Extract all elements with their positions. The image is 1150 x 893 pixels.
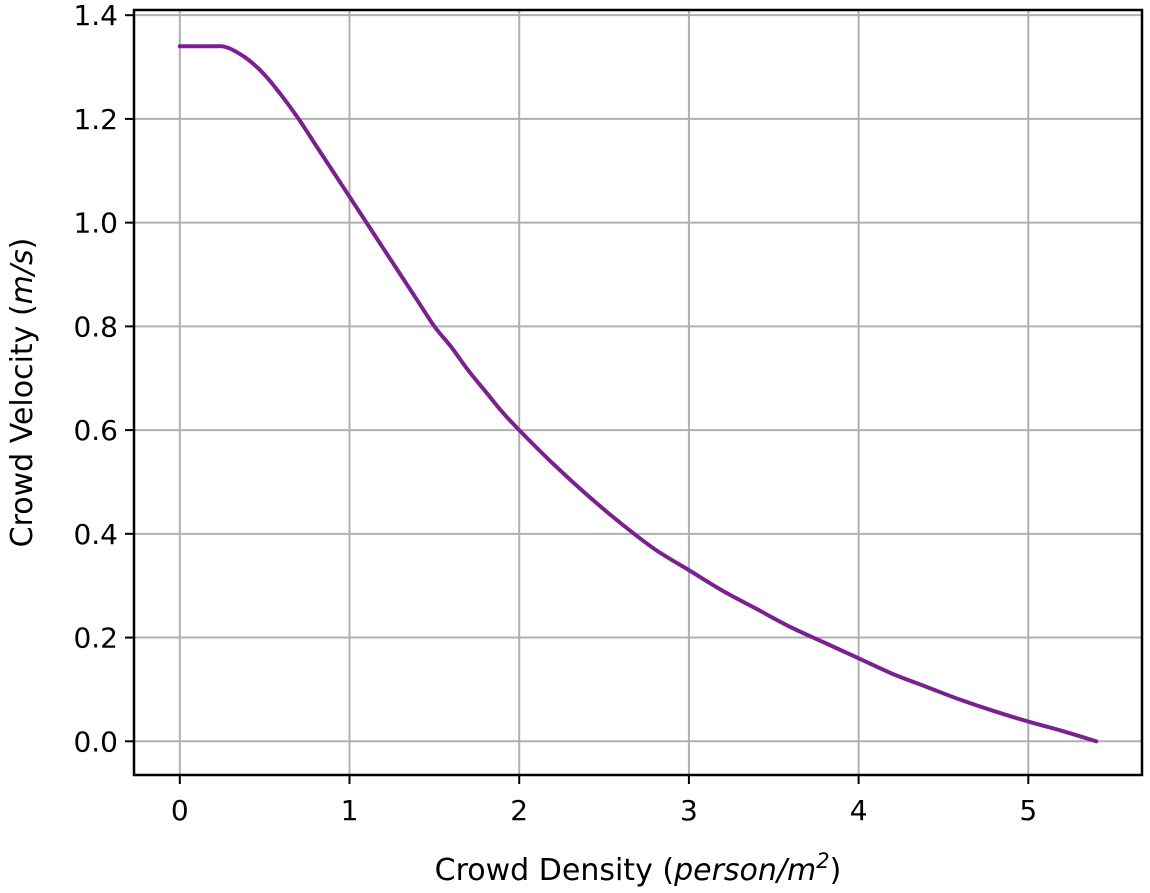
y-tick-label-1: 0.2: [73, 622, 118, 655]
plot-frame: [132, 8, 1144, 777]
x-tick-label-5: 5: [1019, 794, 1037, 827]
x-tick-label-0: 0: [171, 794, 189, 827]
x-axis-label-unit: person/m: [673, 853, 816, 888]
x-axis-label-suffix: ): [830, 853, 842, 888]
x-tick-label-2: 2: [510, 794, 528, 827]
x-axis-label: Crowd Density (person/m2): [435, 849, 842, 888]
axis-ticks: [125, 14, 1030, 784]
y-axis-label-unit: m/s: [5, 249, 40, 304]
y-tick-label-7: 1.4: [73, 0, 118, 32]
y-tick-label-5: 1.0: [73, 207, 118, 240]
tick-labels: 0 1 2 3 4 5 0.0 0.2 0.4 0.6 0.8 1.0 1.2 1.4: [73, 0, 1037, 827]
y-tick-label-4: 0.8: [73, 310, 118, 343]
y-tick-label-2: 0.4: [73, 518, 118, 551]
x-axis-label-prefix: Crowd Density (: [435, 853, 674, 888]
x-tick-label-4: 4: [850, 794, 868, 827]
y-tick-label-0: 0.0: [73, 725, 118, 758]
series-line-0: [177, 44, 1099, 744]
y-axis-label-prefix: Crowd Velocity (: [5, 304, 40, 547]
y-tick-label-3: 0.6: [73, 414, 118, 447]
x-tick-label-3: 3: [680, 794, 698, 827]
series-lines: [177, 44, 1099, 744]
x-tick-label-1: 1: [341, 794, 359, 827]
y-axis-label: Crowd Velocity (m/s): [5, 238, 40, 548]
y-axis-label-suffix: ): [5, 238, 40, 250]
x-axis-label-unit-superscript: 2: [816, 849, 829, 873]
grid: [134, 10, 1142, 775]
y-tick-label-6: 1.2: [73, 103, 118, 136]
